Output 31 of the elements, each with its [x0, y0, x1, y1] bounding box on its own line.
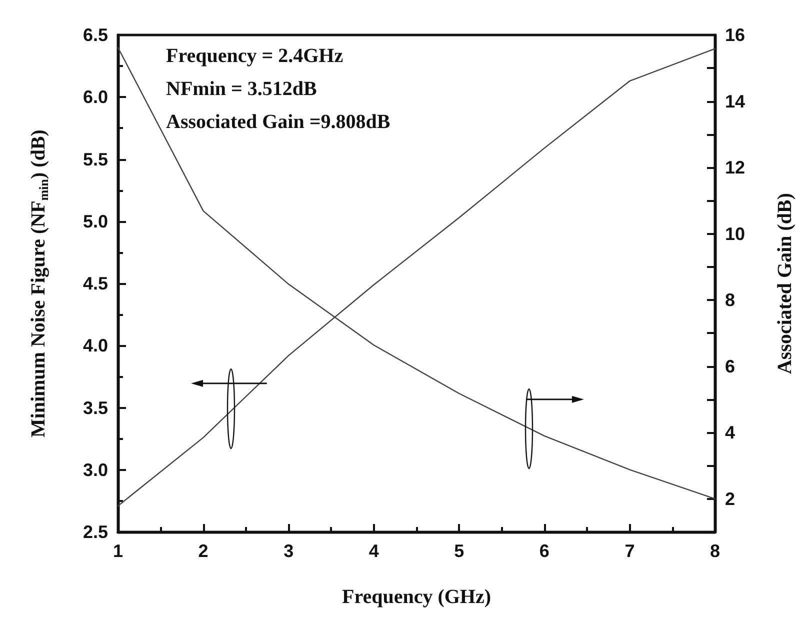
- x-tick-label: 2: [198, 541, 208, 561]
- y2-tick-label: 2: [725, 488, 736, 509]
- y2-axis-title: Associated Gain (dB): [774, 192, 796, 374]
- x-tick-label: 6: [539, 541, 550, 561]
- x-tick-label: 8: [710, 541, 720, 561]
- y-tick-label: 6.5: [82, 25, 108, 45]
- y2-tick-label: 6: [725, 356, 736, 376]
- y-tick-label: 5.0: [82, 211, 108, 232]
- y-tick-label: 3.5: [82, 398, 108, 418]
- x-tick-label: 5: [454, 541, 464, 561]
- y-tick-label: 4.0: [82, 336, 108, 356]
- y2-tick-label: 16: [725, 25, 746, 45]
- y2-tick-label: 4: [725, 422, 736, 443]
- y-tick-label: 6.0: [82, 87, 108, 108]
- annotation: NFmin = 3.512dB: [166, 78, 317, 100]
- y-axis-title: Minimum Noise Figure (NFmin) (dB): [28, 130, 51, 438]
- y2-tick-label: 10: [725, 224, 746, 244]
- y2-tick-label: 8: [725, 290, 736, 310]
- x-axis-title: Frequency (GHz): [342, 586, 492, 608]
- y-tick-label: 3.0: [82, 460, 108, 480]
- y2-tick-label: 14: [725, 91, 746, 112]
- x-tick-label: 7: [624, 541, 635, 561]
- x-tick-label: 1: [112, 541, 124, 561]
- x-tick-label: 4: [368, 541, 379, 561]
- x-tick-label: 3: [284, 541, 294, 561]
- y2-tick-label: 12: [725, 158, 746, 178]
- annotation: Frequency = 2.4GHz: [166, 45, 344, 67]
- y-tick-label: 2.5: [82, 522, 108, 542]
- y-tick-label: 5.5: [82, 149, 108, 170]
- y-tick-label: 4.5: [82, 274, 108, 294]
- annotation: Associated Gain =9.808dB: [166, 111, 390, 133]
